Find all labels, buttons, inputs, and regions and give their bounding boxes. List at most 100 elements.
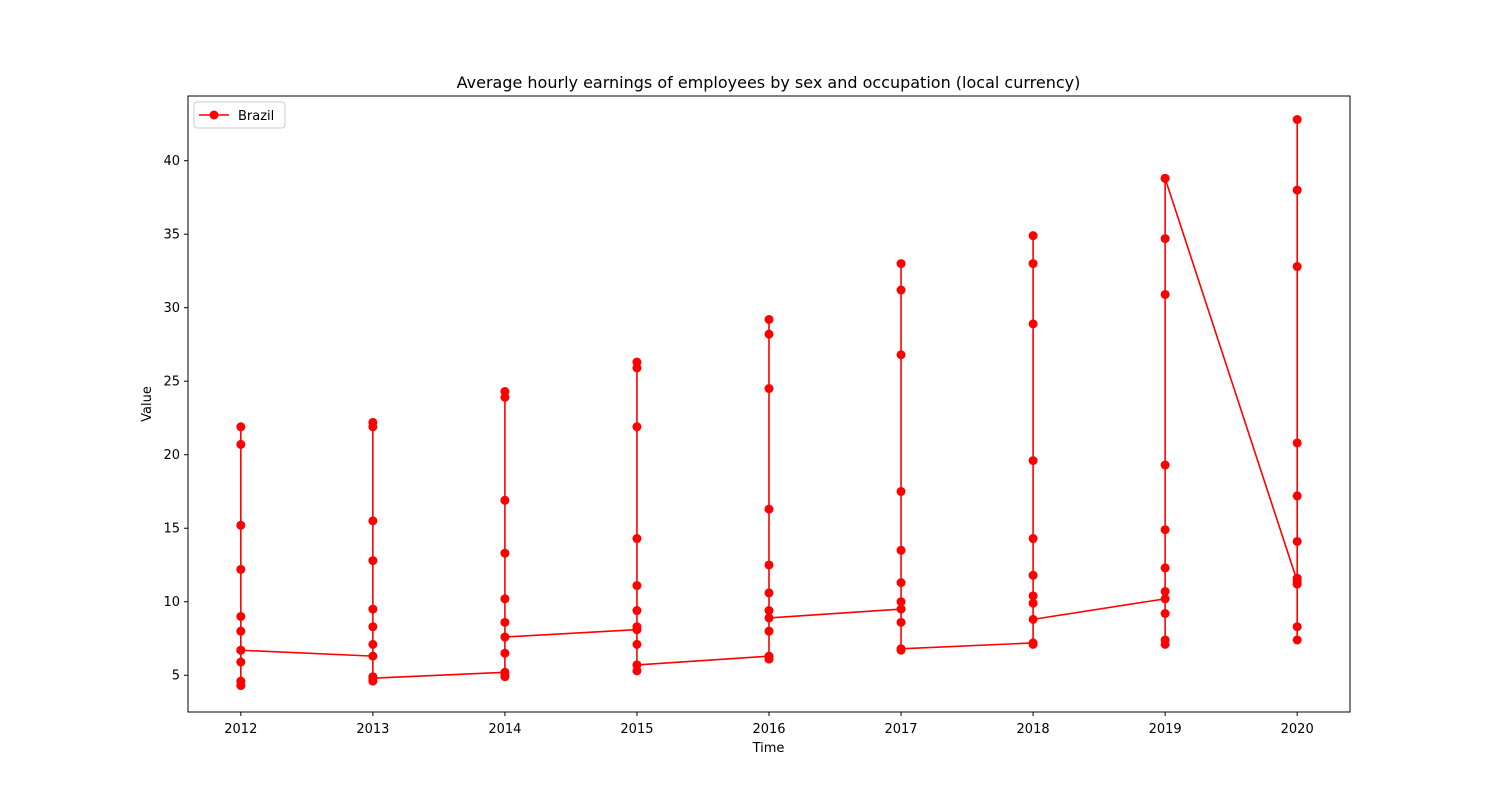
- x-tick-label: 2017: [884, 722, 917, 737]
- data-point: [236, 422, 246, 432]
- data-point: [236, 564, 246, 574]
- data-point: [896, 486, 906, 496]
- data-point: [1028, 456, 1038, 466]
- data-point: [1160, 639, 1170, 649]
- data-point: [1160, 563, 1170, 573]
- data-point: [764, 384, 774, 394]
- legend: Brazil: [193, 101, 286, 129]
- data-point: [896, 617, 906, 627]
- data-point: [764, 654, 774, 664]
- data-point: [1028, 614, 1038, 624]
- x-tick-label: 2015: [620, 722, 653, 737]
- data-point: [1292, 622, 1302, 632]
- data-point: [764, 504, 774, 514]
- data-point: [368, 651, 378, 661]
- data-point: [896, 604, 906, 614]
- legend-point-marker: [209, 110, 219, 120]
- y-tick-label: 10: [163, 595, 180, 610]
- data-point: [896, 545, 906, 555]
- data-point: [1028, 570, 1038, 580]
- data-point: [368, 622, 378, 632]
- data-point: [1292, 438, 1302, 448]
- data-point: [764, 329, 774, 339]
- data-point: [1028, 231, 1038, 241]
- data-point: [632, 622, 642, 632]
- plot-area: [236, 115, 1302, 691]
- chart-title: Average hourly earnings of employees by …: [457, 73, 1081, 92]
- data-point: [1160, 609, 1170, 618]
- data-point: [1292, 262, 1302, 272]
- y-tick-label: 40: [163, 154, 180, 169]
- data-point: [1160, 234, 1170, 244]
- data-point: [500, 392, 510, 402]
- series-line-brazil: [240, 118, 1298, 687]
- x-tick-label: 2018: [1017, 722, 1050, 737]
- legend-label: Brazil: [238, 109, 274, 124]
- y-axis-title: Value: [140, 386, 155, 422]
- data-point: [896, 597, 906, 607]
- data-point: [236, 439, 246, 449]
- data-point: [500, 648, 510, 658]
- data-point: [896, 350, 906, 360]
- y-axis: 5 10 15 20 25 30 35 40: [163, 154, 188, 684]
- data-point: [764, 613, 774, 623]
- data-point: [236, 626, 246, 636]
- data-point: [368, 516, 378, 526]
- data-point: [500, 617, 510, 627]
- data-point: [1028, 259, 1038, 269]
- data-point: [764, 560, 774, 570]
- data-point: [236, 657, 246, 667]
- data-point: [500, 548, 510, 558]
- x-tick-label: 2019: [1149, 722, 1182, 737]
- data-point: [1292, 635, 1302, 645]
- legend-box: [193, 101, 286, 129]
- data-point: [1028, 591, 1038, 601]
- x-tick-label: 2016: [752, 722, 785, 737]
- data-point: [764, 314, 774, 324]
- x-tick-label: 2012: [224, 722, 257, 737]
- data-point: [236, 681, 246, 691]
- data-point: [1292, 579, 1302, 589]
- data-point: [896, 644, 906, 654]
- data-point: [764, 588, 774, 598]
- data-point: [236, 645, 246, 655]
- data-point: [500, 672, 510, 682]
- data-point: [1160, 525, 1170, 535]
- data-point: [1160, 586, 1170, 596]
- data-point: [500, 594, 510, 604]
- data-point: [236, 520, 246, 530]
- data-point: [632, 534, 642, 544]
- data-point: [1028, 534, 1038, 544]
- data-point: [1292, 115, 1302, 125]
- data-point: [896, 578, 906, 588]
- data-point: [1028, 639, 1038, 649]
- data-point: [632, 606, 642, 616]
- data-point: [236, 611, 246, 621]
- x-axis-title: Time: [752, 741, 785, 756]
- y-tick-label: 15: [163, 522, 180, 537]
- y-tick-label: 30: [163, 301, 180, 316]
- y-tick-label: 25: [163, 375, 180, 390]
- data-point: [368, 604, 378, 614]
- data-point: [632, 581, 642, 591]
- data-point: [1160, 460, 1170, 470]
- data-point: [1160, 173, 1170, 183]
- data-point: [764, 606, 774, 616]
- data-point: [368, 556, 378, 566]
- data-point: [368, 422, 378, 432]
- data-point: [896, 259, 906, 269]
- data-point: [1292, 185, 1302, 195]
- y-tick-label: 5: [172, 669, 180, 684]
- data-point: [500, 632, 510, 642]
- data-point: [896, 285, 906, 295]
- data-point: [632, 422, 642, 432]
- data-point: [368, 639, 378, 649]
- data-point: [1160, 594, 1170, 604]
- data-point: [1292, 491, 1302, 501]
- data-point: [500, 495, 510, 505]
- x-tick-label: 2014: [488, 722, 521, 737]
- data-point: [1160, 289, 1170, 299]
- data-point: [1028, 598, 1038, 608]
- data-point: [632, 660, 642, 670]
